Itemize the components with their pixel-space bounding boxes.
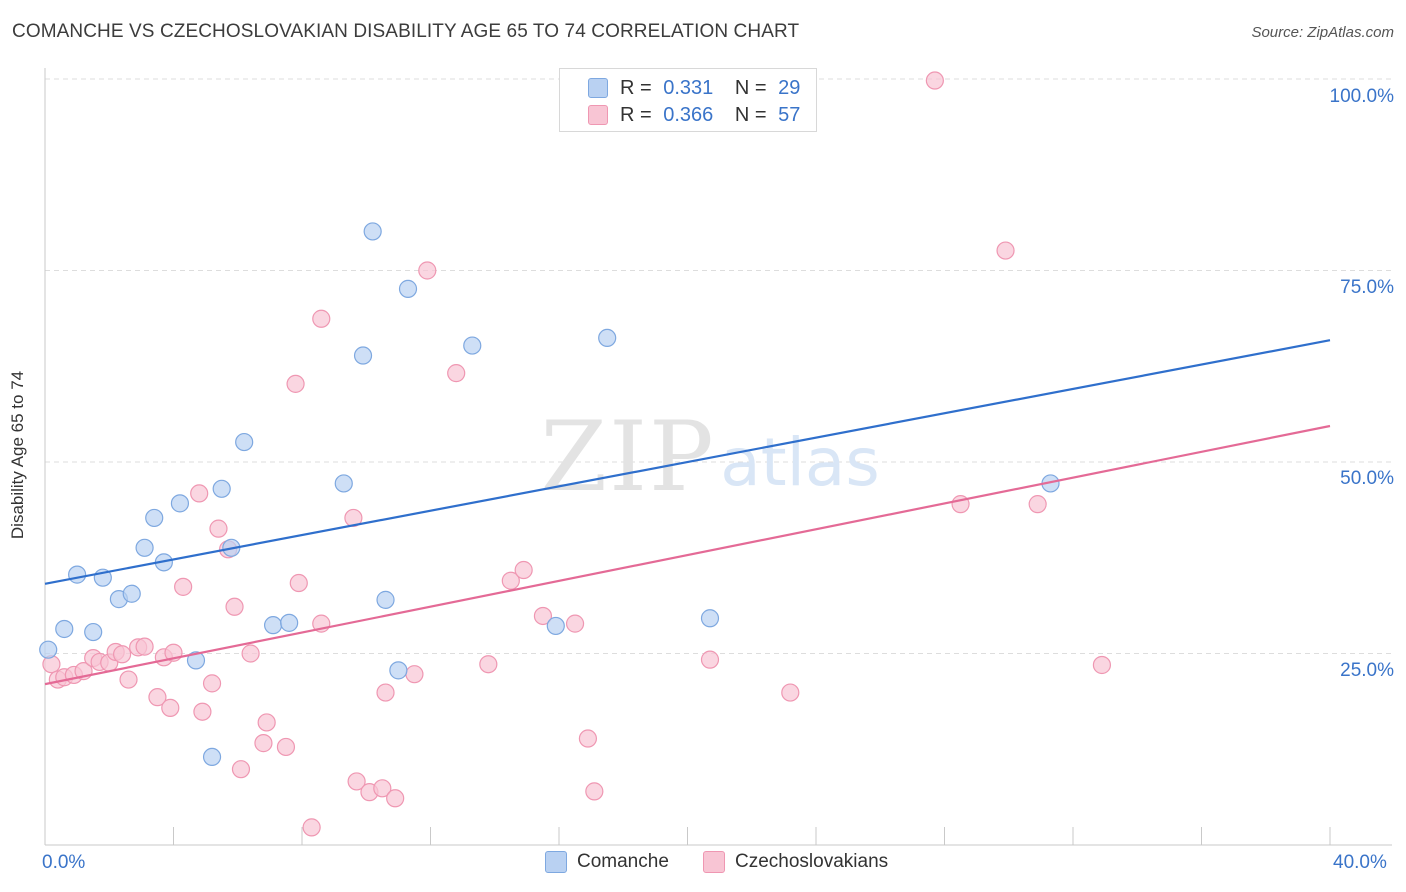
legend-n-label: N =	[734, 103, 767, 126]
czech-point	[190, 484, 209, 503]
y-axis-label: Disability Age 65 to 74	[8, 370, 27, 540]
czech-point	[286, 374, 305, 393]
series-legend: Comanche Czechoslovakians	[0, 851, 1406, 879]
czech-point	[376, 683, 395, 702]
czech-point	[418, 261, 437, 280]
legend-swatch-czechoslovakians	[703, 851, 725, 873]
legend-n-value: 29	[778, 76, 801, 99]
comanche-point	[235, 432, 254, 452]
legend-n-label: N =	[734, 76, 767, 99]
czech-point	[1028, 495, 1047, 514]
czech-trend-line	[44, 424, 1331, 686]
czech-point	[514, 560, 533, 580]
legend-label-czechoslovakians: Czechoslovakians	[735, 851, 889, 872]
czech-point	[312, 309, 331, 328]
comanche-point	[68, 565, 87, 584]
czech-point	[302, 818, 321, 837]
legend-item-comanche[interactable]: Comanche	[545, 851, 669, 873]
comanche-point	[263, 616, 283, 635]
legend-r-label: R =	[620, 103, 652, 126]
czech-point	[202, 674, 222, 693]
x-tick-max: 40.0%	[1333, 852, 1387, 873]
czech-point	[1092, 655, 1112, 675]
czech-point	[119, 670, 138, 689]
czech-point	[405, 665, 424, 684]
watermark: ZIP atlas	[540, 401, 879, 513]
czech-point	[925, 71, 944, 90]
czech-point	[347, 772, 366, 791]
legend-swatch-comanche	[588, 78, 608, 98]
legend-r-value: 0.331	[663, 76, 714, 99]
legend-swatch-czech	[588, 105, 608, 125]
czech-point	[447, 364, 466, 383]
comanche-point	[334, 474, 353, 493]
watermark-zip: ZIP	[540, 401, 715, 513]
czech-point	[148, 688, 167, 707]
czech-point	[174, 577, 193, 596]
comanche-point	[389, 661, 408, 680]
comanche-point	[280, 613, 299, 632]
czech-point	[257, 713, 276, 732]
legend-n-value: 57	[778, 103, 801, 126]
comanche-point	[202, 747, 222, 767]
czech-point	[161, 698, 180, 717]
czech-point	[241, 644, 260, 663]
czech-point	[700, 650, 720, 669]
trend-layer	[44, 339, 1331, 686]
correlation-legend: R = 0.331 N = 29 R = 0.366 N = 57	[559, 68, 817, 132]
comanche-point	[700, 609, 720, 628]
czech-point	[112, 645, 132, 664]
czech-point	[585, 782, 604, 801]
czech-point	[781, 683, 800, 702]
comanche-point	[145, 508, 164, 528]
czech-point	[996, 241, 1015, 260]
czech-point	[373, 779, 392, 798]
legend-item-czechoslovakians[interactable]: Czechoslovakians	[703, 851, 888, 873]
y-tick-25: 25.0%	[1340, 660, 1394, 681]
comanche-point	[55, 619, 74, 639]
czech-point	[135, 637, 154, 656]
comanche-trend-line	[44, 339, 1331, 585]
x-tick-min: 0.0%	[42, 852, 86, 873]
comanche-point	[135, 538, 154, 557]
comanche-point	[598, 328, 617, 348]
czech-point	[533, 606, 553, 626]
czech-point	[289, 573, 308, 593]
comanche-point	[186, 651, 206, 670]
czech-point	[231, 760, 251, 779]
comanche-point	[353, 346, 373, 365]
legend-label-comanche: Comanche	[577, 851, 669, 872]
y-tick-50: 50.0%	[1340, 468, 1394, 489]
comanche-point	[122, 584, 141, 603]
axes-layer	[44, 68, 1392, 846]
legend-swatch-comanche	[545, 851, 567, 873]
czech-point	[225, 597, 244, 616]
comanche-point	[463, 336, 482, 355]
legend-r-label: R =	[620, 76, 652, 99]
comanche-point	[170, 494, 190, 513]
legend-r-value: 0.366	[663, 103, 714, 126]
y-tick-100: 100.0%	[1329, 86, 1394, 107]
watermark-atlas: atlas	[720, 424, 880, 501]
comanche-point	[39, 640, 58, 659]
czech-point	[276, 737, 296, 757]
czech-point	[501, 571, 520, 590]
chart-title: COMANCHE VS CZECHOSLOVAKIAN DISABILITY A…	[12, 21, 800, 42]
czech-point	[565, 614, 585, 633]
czech-point	[254, 734, 273, 753]
comanche-point	[212, 479, 231, 498]
czech-point	[578, 729, 598, 748]
czech-point	[386, 789, 405, 808]
czech-point	[193, 702, 212, 721]
comanche-point	[84, 622, 103, 642]
comanche-point	[398, 279, 418, 298]
y-tick-75: 75.0%	[1340, 277, 1394, 298]
czech-point	[479, 655, 498, 674]
czech-point	[209, 519, 228, 538]
comanche-point	[546, 616, 565, 636]
chart-source: Source: ZipAtlas.com	[1251, 24, 1394, 41]
comanche-point	[363, 222, 382, 241]
comanche-point	[376, 590, 395, 609]
